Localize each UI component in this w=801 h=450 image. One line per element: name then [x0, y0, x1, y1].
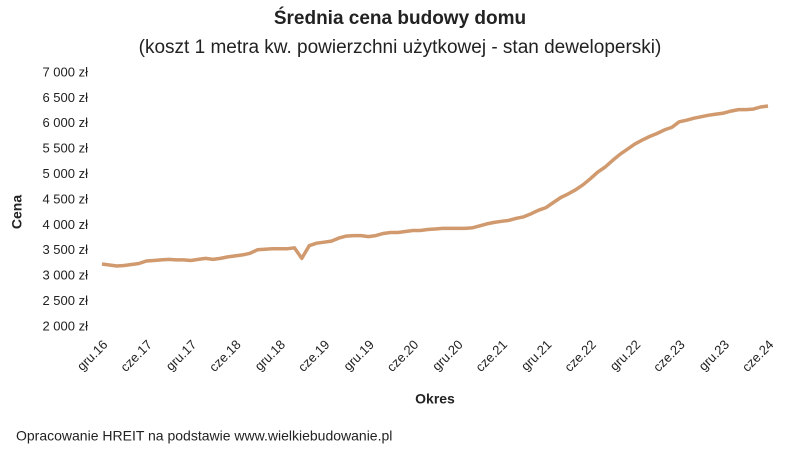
- x-tick-label: cze.23: [650, 337, 688, 375]
- y-tick-label: 2 000 zł: [42, 318, 88, 333]
- y-tick-label: 7 000 zł: [42, 64, 88, 79]
- x-tick-label: gru.17: [163, 337, 200, 374]
- x-tick-label: gru.20: [429, 337, 466, 374]
- source-note: Opracowanie HREIT na podstawie www.wielk…: [16, 428, 392, 444]
- y-tick-label: 6 000 zł: [42, 115, 88, 130]
- y-tick-label: 4 000 zł: [42, 217, 88, 232]
- chart-subtitle: (koszt 1 metra kw. powierzchni użytkowej…: [139, 37, 662, 58]
- x-tick-label: cze.22: [561, 337, 599, 375]
- x-tick-label: gru.23: [695, 337, 732, 374]
- y-tick-label: 4 500 zł: [42, 191, 88, 206]
- y-tick-label: 5 000 zł: [42, 166, 88, 181]
- x-tick-label: cze.17: [117, 337, 155, 375]
- line-series: [101, 104, 769, 268]
- y-axis-title: Cena: [9, 195, 25, 229]
- x-tick-label: cze.21: [472, 337, 510, 375]
- x-tick-label: gru.19: [340, 337, 377, 374]
- x-tick-label: cze.19: [295, 337, 333, 375]
- x-tick-label: cze.18: [206, 337, 244, 375]
- x-tick-label: gru.16: [74, 337, 111, 374]
- x-axis-title: Okres: [415, 391, 455, 407]
- x-tick-label: cze.24: [739, 337, 777, 375]
- x-tick-label: gru.21: [518, 337, 555, 374]
- y-tick-label: 6 500 zł: [42, 90, 88, 105]
- y-tick-label: 3 000 zł: [42, 268, 88, 283]
- x-tick-label: gru.18: [251, 337, 288, 374]
- y-tick-label: 3 500 zł: [42, 242, 88, 257]
- x-tick-label: gru.22: [607, 337, 644, 374]
- x-tick-label: cze.20: [384, 337, 422, 375]
- chart-title: Średnia cena budowy domu: [274, 7, 526, 29]
- y-tick-label: 2 500 zł: [42, 293, 88, 308]
- y-tick-label: 5 500 zł: [42, 141, 88, 156]
